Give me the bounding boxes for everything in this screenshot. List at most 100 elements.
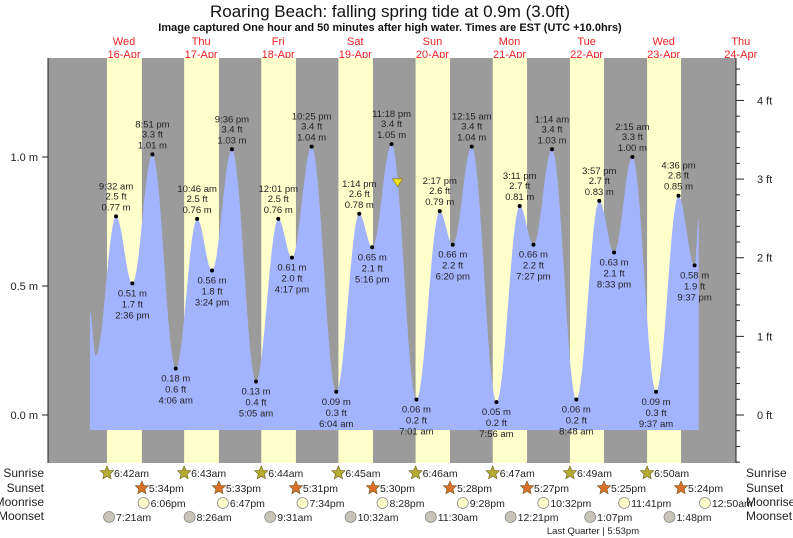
tide-label-line2: 3.4 ft: [541, 124, 562, 135]
tide-label-line2: 2.2 ft: [442, 261, 463, 272]
moonrise-icon: [216, 497, 229, 509]
high-tide-point: 8:51 pm3.3 ft1.01 m: [135, 119, 170, 157]
tide-label-line1: 8:51 pm: [135, 119, 169, 130]
tide-label-line1: 3:57 pm: [582, 166, 616, 177]
tide-point-dot: [494, 400, 499, 405]
tide-label-line1: 0.66 m: [438, 250, 467, 261]
y-tick-label-m: 1.0 m: [10, 152, 38, 164]
tide-label-line1: 0.13 m: [241, 386, 270, 397]
moonset-time-label: 7:21am: [116, 512, 151, 524]
sunset-time-label: 5:25pm: [611, 483, 646, 495]
tide-label-line3: 5:16 pm: [355, 274, 389, 285]
tide-label-line1: 0.61 m: [277, 263, 306, 274]
sunrise-icon: [562, 465, 578, 480]
tide-label-line3: 9:37 pm: [677, 292, 711, 303]
tide-label-line1: 0.63 m: [600, 257, 629, 268]
tide-curve-area: [89, 144, 699, 430]
tide-label-line2: 0.2 ft: [566, 416, 587, 427]
tide-label-line1: 0.56 m: [197, 276, 226, 287]
low-tide-point: 0.58 m1.9 ft9:37 pm: [677, 263, 712, 303]
sunrise-icon: [99, 465, 115, 480]
tide-label-line1: 0.51 m: [118, 288, 147, 299]
row-label-moonrise-right: Moonrise: [746, 495, 793, 509]
sunrise-icon: [331, 465, 346, 480]
sunset-time-label: 5:34pm: [149, 483, 184, 495]
sunset-time-label: 5:33pm: [226, 483, 261, 495]
tide-point-dot: [309, 144, 314, 149]
tide-point-dot: [173, 366, 178, 371]
sunrise-time-label: 6:42am: [114, 468, 149, 480]
y-tick-label-m: 0.5 m: [10, 281, 38, 293]
low-tide-point: 0.61 m2.0 ft4:17 pm: [275, 255, 309, 296]
tide-point-dot: [210, 268, 215, 273]
low-tide-point: 0.13 m0.4 ft5:05 am: [239, 379, 273, 419]
y-tick-label-ft: 0 ft: [757, 410, 772, 422]
tide-point-dot: [437, 209, 442, 214]
tide-point-dot: [253, 379, 258, 384]
moonset-icon: [103, 511, 115, 523]
tide-label-line3: 1.01 m: [138, 140, 167, 151]
sunset-time-label: 5:31pm: [303, 483, 338, 495]
tide-point-dot: [195, 216, 200, 221]
tide-point-dot: [450, 242, 455, 247]
moonset-icon: [584, 511, 597, 523]
high-tide-point: 3:57 pm2.7 ft0.83 m: [582, 166, 617, 203]
day-name-label: Wed: [113, 36, 135, 48]
moonrise-icon: [618, 497, 631, 509]
tide-label-line3: 1.05 m: [377, 130, 406, 141]
tide-point-dot: [676, 193, 681, 198]
tide-label-line1: 0.06 m: [562, 405, 591, 416]
tide-label-line1: 0.09 m: [642, 397, 671, 408]
moonrise-time-label: 6:47pm: [230, 498, 265, 510]
tide-label-line2: 1.8 ft: [201, 287, 222, 298]
sunrise-icon: [485, 465, 501, 480]
tide-label-line2: 3.4 ft: [301, 122, 322, 133]
sunset-icon: [134, 480, 150, 495]
moonset-icon: [183, 511, 196, 523]
tide-label-line3: 9:37 am: [639, 419, 673, 430]
moonset-icon: [264, 511, 277, 523]
tide-label-line2: 0.2 ft: [406, 416, 427, 427]
tide-label-line2: 1.7 ft: [122, 299, 143, 310]
moonrise-time-label: 8:28pm: [389, 498, 424, 510]
tide-label-line1: 1:14 pm: [342, 179, 376, 190]
sunrise-icon: [253, 465, 269, 480]
low-tide-point: 0.09 m0.3 ft6:04 am: [319, 389, 353, 430]
tide-label-line2: 0.3 ft: [645, 408, 666, 419]
sunrise-time-label: 6:49am: [577, 468, 612, 480]
tide-label-line1: 1:14 am: [535, 114, 569, 125]
high-tide-point: 10:25 pm3.4 ft1.04 m: [292, 112, 332, 149]
tide-label-line1: 4:36 pm: [661, 161, 695, 172]
tide-point-dot: [692, 263, 697, 268]
sunrise-icon: [639, 465, 655, 480]
tide-point-dot: [334, 389, 339, 394]
tide-label-line1: 9:36 pm: [215, 114, 249, 125]
tide-label-line1: 11:18 pm: [372, 109, 411, 120]
day-name-label: Mon: [499, 36, 520, 48]
high-tide-point: 10:46 am2.5 ft0.76 m: [177, 184, 217, 221]
tide-label-line2: 0.6 ft: [165, 385, 186, 396]
low-tide-point: 0.09 m0.3 ft9:37 am: [639, 389, 673, 430]
sunrise-time-label: 6:47am: [500, 468, 535, 480]
sunset-icon: [596, 480, 612, 495]
tide-label-line2: 2.6 ft: [429, 186, 450, 197]
day-name-label: Sun: [423, 36, 443, 48]
moonrise-time-label: 9:28pm: [470, 498, 505, 510]
high-tide-point: 12:15 am3.4 ft1.04 m: [452, 112, 492, 149]
tide-point-dot: [597, 198, 602, 203]
tide-label-line3: 0.83 m: [585, 187, 614, 198]
tide-extremes: 9:32 am2.5 ft0.77 m0.51 m1.7 ft2:36 pm8:…: [99, 109, 712, 440]
low-tide-point: 0.65 m2.1 ft5:16 pm: [355, 245, 389, 285]
row-label-moonset-left: Moonset: [0, 509, 45, 523]
tide-point-dot: [550, 147, 555, 152]
tide-label-line3: 0.76 m: [264, 205, 293, 216]
sun-moon-rows: 6:42am 6:43am 6:44am 6:45am 6:46am 6:47am 6:49…: [99, 465, 753, 524]
day-name-label: Thu: [731, 36, 750, 48]
moonrise-time-label: 6:06pm: [151, 498, 186, 510]
moonrise-icon: [699, 497, 711, 509]
tide-label-line2: 2.1 ft: [362, 263, 383, 274]
row-label-moonrise-left: Moonrise: [0, 495, 44, 509]
day-name-label: Sat: [347, 36, 364, 48]
tide-label-line1: 10:46 am: [177, 184, 217, 195]
y-tick-label-m: 0.0 m: [10, 410, 38, 422]
